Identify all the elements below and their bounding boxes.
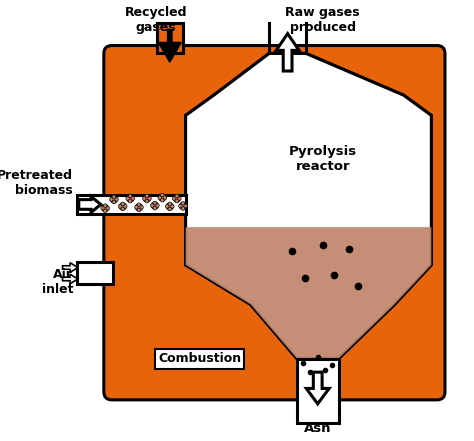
Circle shape [150,204,154,207]
Circle shape [128,199,132,203]
Circle shape [148,197,151,200]
Circle shape [166,203,173,210]
FancyBboxPatch shape [104,45,445,400]
Text: Pyrolysis
reactor: Pyrolysis reactor [289,145,357,173]
Circle shape [110,196,118,203]
Polygon shape [186,227,431,359]
Circle shape [151,202,159,209]
Bar [77,262,113,284]
Polygon shape [186,53,431,359]
Circle shape [135,204,143,211]
Circle shape [121,202,125,206]
Circle shape [143,197,146,200]
Circle shape [126,197,129,200]
Circle shape [119,203,127,210]
Circle shape [106,206,109,210]
Circle shape [173,197,176,200]
Circle shape [128,194,132,198]
Circle shape [127,195,134,202]
Circle shape [115,198,118,201]
Circle shape [168,207,172,211]
Polygon shape [186,53,431,359]
Circle shape [153,206,156,210]
Circle shape [178,197,181,200]
Circle shape [163,196,167,199]
Circle shape [179,204,182,208]
Circle shape [101,206,104,210]
Circle shape [181,202,185,205]
Circle shape [137,203,141,206]
Text: Ash: Ash [304,422,331,435]
Circle shape [112,200,116,204]
Circle shape [184,204,187,208]
FancyArrow shape [276,34,299,71]
Circle shape [103,204,107,207]
FancyArrow shape [306,372,329,404]
Circle shape [140,206,144,209]
Circle shape [124,205,127,208]
Circle shape [121,207,125,211]
Circle shape [131,197,135,200]
FancyArrow shape [158,29,181,62]
Circle shape [118,205,122,208]
Circle shape [153,201,156,205]
FancyArrow shape [63,263,78,273]
Text: Raw gases
produced: Raw gases produced [285,6,360,34]
Circle shape [181,207,185,210]
Circle shape [156,204,159,207]
Circle shape [112,195,116,198]
FancyArrow shape [63,274,78,284]
Circle shape [159,194,166,202]
Circle shape [168,202,172,206]
Text: Combustion: Combustion [158,352,241,366]
Circle shape [175,199,179,203]
Circle shape [171,205,174,208]
Circle shape [109,198,113,201]
Circle shape [143,195,151,202]
Text: Air
inlet: Air inlet [42,268,73,296]
Circle shape [101,205,109,212]
Circle shape [137,208,141,212]
Circle shape [158,196,162,199]
FancyArrow shape [79,197,101,213]
Circle shape [175,194,179,198]
Circle shape [161,193,164,197]
Circle shape [145,194,149,198]
Bar [77,195,186,214]
Circle shape [145,199,149,203]
Text: Pretreated
biomass: Pretreated biomass [0,169,73,197]
Circle shape [173,195,181,202]
Circle shape [165,205,169,208]
Circle shape [135,206,138,209]
Circle shape [179,202,187,210]
Text: Recycled
gases: Recycled gases [125,6,187,34]
Circle shape [103,209,107,213]
Bar [297,359,338,423]
Circle shape [161,198,164,202]
Bar [156,22,183,53]
